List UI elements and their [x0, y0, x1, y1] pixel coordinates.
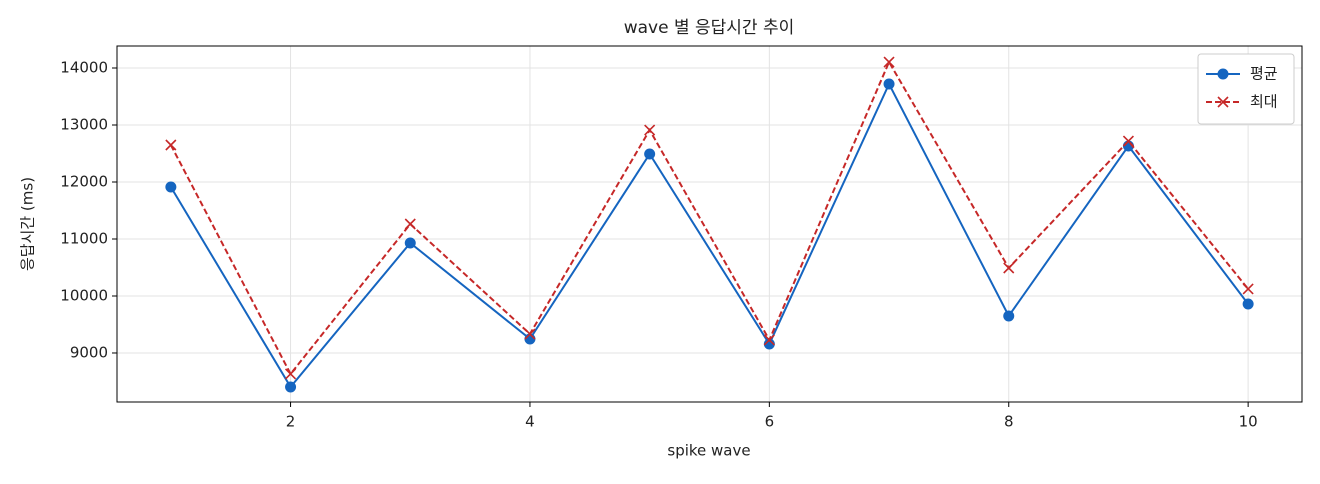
chart-title: wave 별 응답시간 추이: [624, 18, 795, 38]
marker: [1242, 298, 1254, 310]
y-tick-label: 10000: [60, 286, 108, 304]
legend-label: 평균: [1250, 65, 1278, 83]
marker: [165, 139, 177, 151]
y-axis-label: 응답시간 (ms): [19, 177, 37, 271]
marker: [165, 181, 177, 193]
line: [169, 59, 1249, 376]
legend-box: [1197, 53, 1295, 125]
plot-frame: [116, 45, 1303, 403]
legend-marker: [1217, 68, 1229, 80]
marker: [1242, 283, 1254, 295]
y-tick-label: 14000: [60, 59, 108, 77]
legend-marker: [1217, 96, 1229, 108]
marker: [1003, 262, 1015, 274]
legend-label: 최대: [1250, 93, 1278, 111]
marker: [404, 218, 416, 230]
marker: [284, 368, 297, 380]
marker: [644, 124, 656, 136]
marker: [763, 338, 775, 350]
y-tick-label: 12000: [60, 172, 108, 190]
y-tick-label: 9000: [70, 343, 108, 361]
line: [170, 81, 1249, 389]
y-tick-label: 11000: [60, 229, 108, 247]
marker: [524, 328, 536, 340]
marker: [883, 56, 895, 68]
x-tick-label: 4: [525, 413, 535, 431]
x-tick-label: 10: [1239, 413, 1258, 431]
marker: [763, 334, 775, 346]
x-tick-label: 2: [286, 413, 296, 431]
marker: [1122, 135, 1135, 147]
x-tick-label: 6: [765, 413, 775, 431]
x-tick-label: 8: [1004, 413, 1014, 431]
marker: [883, 78, 895, 90]
marker: [285, 381, 297, 393]
marker: [644, 148, 656, 160]
y-tick-label: 13000: [60, 115, 108, 133]
x-axis-label: spike wave: [667, 442, 750, 460]
marker: [1003, 310, 1015, 322]
marker: [404, 237, 416, 249]
